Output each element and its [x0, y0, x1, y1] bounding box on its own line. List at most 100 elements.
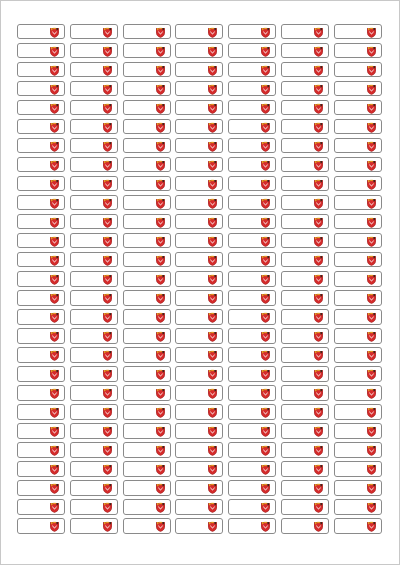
label	[122, 214, 171, 230]
label	[280, 43, 329, 59]
red-shield-emblem-icon	[49, 483, 60, 495]
label	[175, 24, 224, 40]
label	[175, 81, 224, 97]
label	[333, 366, 382, 382]
label	[122, 404, 171, 420]
label	[280, 309, 329, 325]
label	[175, 62, 224, 78]
red-shield-emblem-icon	[260, 521, 271, 533]
label	[69, 233, 118, 249]
label	[228, 157, 277, 173]
label	[122, 366, 171, 382]
red-shield-emblem-icon	[102, 255, 113, 266]
label	[17, 442, 65, 458]
red-shield-emblem-icon	[366, 502, 377, 514]
red-shield-emblem-icon	[49, 179, 60, 190]
label	[280, 385, 329, 401]
red-shield-emblem-icon	[102, 103, 113, 114]
label	[69, 309, 118, 325]
red-shield-emblem-icon	[313, 46, 324, 57]
red-shield-emblem-icon	[49, 274, 60, 285]
label	[69, 43, 118, 59]
label	[122, 290, 171, 306]
red-shield-emblem-icon	[260, 331, 271, 342]
red-shield-emblem-icon	[313, 65, 324, 76]
red-shield-emblem-icon	[155, 350, 166, 362]
label	[17, 233, 65, 249]
label	[280, 442, 329, 458]
red-shield-emblem-icon	[366, 27, 377, 38]
label	[175, 518, 224, 534]
label	[228, 100, 277, 116]
label	[333, 43, 382, 59]
label	[228, 499, 277, 515]
label	[17, 119, 65, 135]
red-shield-emblem-icon	[49, 521, 60, 533]
label	[280, 119, 329, 135]
label	[17, 328, 65, 344]
red-shield-emblem-icon	[102, 160, 113, 171]
label	[175, 233, 224, 249]
red-shield-emblem-icon	[207, 388, 218, 400]
label	[17, 81, 65, 97]
label	[228, 214, 277, 230]
red-shield-emblem-icon	[366, 464, 377, 476]
red-shield-emblem-icon	[207, 369, 218, 381]
red-shield-emblem-icon	[207, 502, 218, 514]
label	[228, 81, 277, 97]
red-shield-emblem-icon	[366, 350, 377, 362]
red-shield-emblem-icon	[260, 293, 271, 304]
red-shield-emblem-icon	[313, 369, 324, 381]
label	[280, 214, 329, 230]
red-shield-emblem-icon	[260, 27, 271, 38]
red-shield-emblem-icon	[155, 312, 166, 323]
red-shield-emblem-icon	[155, 274, 166, 285]
red-shield-emblem-icon	[155, 331, 166, 342]
red-shield-emblem-icon	[366, 198, 377, 209]
label	[280, 271, 329, 287]
label	[175, 385, 224, 401]
red-shield-emblem-icon	[313, 388, 324, 400]
label	[175, 347, 224, 363]
label	[69, 499, 118, 515]
label	[69, 119, 118, 135]
label	[280, 461, 329, 477]
label	[122, 81, 171, 97]
red-shield-emblem-icon	[49, 445, 60, 457]
label	[69, 480, 118, 496]
red-shield-emblem-icon	[102, 388, 113, 400]
label	[122, 119, 171, 135]
label	[175, 499, 224, 515]
red-shield-emblem-icon	[102, 407, 113, 419]
red-shield-emblem-icon	[366, 160, 377, 171]
label	[333, 328, 382, 344]
red-shield-emblem-icon	[102, 369, 113, 381]
red-shield-emblem-icon	[260, 255, 271, 266]
red-shield-emblem-icon	[366, 483, 377, 495]
label	[17, 271, 65, 287]
label	[17, 499, 65, 515]
red-shield-emblem-icon	[102, 27, 113, 38]
red-shield-emblem-icon	[49, 217, 60, 228]
red-shield-emblem-icon	[207, 350, 218, 362]
label	[122, 62, 171, 78]
red-shield-emblem-icon	[49, 141, 60, 152]
label	[175, 252, 224, 268]
label	[17, 461, 65, 477]
red-shield-emblem-icon	[313, 160, 324, 171]
red-shield-emblem-icon	[102, 502, 113, 514]
label	[228, 442, 277, 458]
red-shield-emblem-icon	[260, 236, 271, 247]
red-shield-emblem-icon	[313, 236, 324, 247]
red-shield-emblem-icon	[366, 179, 377, 190]
label	[175, 119, 224, 135]
red-shield-emblem-icon	[313, 483, 324, 495]
label	[228, 385, 277, 401]
red-shield-emblem-icon	[260, 141, 271, 152]
label	[175, 404, 224, 420]
label	[122, 423, 171, 439]
label	[17, 43, 65, 59]
label	[280, 290, 329, 306]
red-shield-emblem-icon	[260, 217, 271, 228]
red-shield-emblem-icon	[155, 293, 166, 304]
